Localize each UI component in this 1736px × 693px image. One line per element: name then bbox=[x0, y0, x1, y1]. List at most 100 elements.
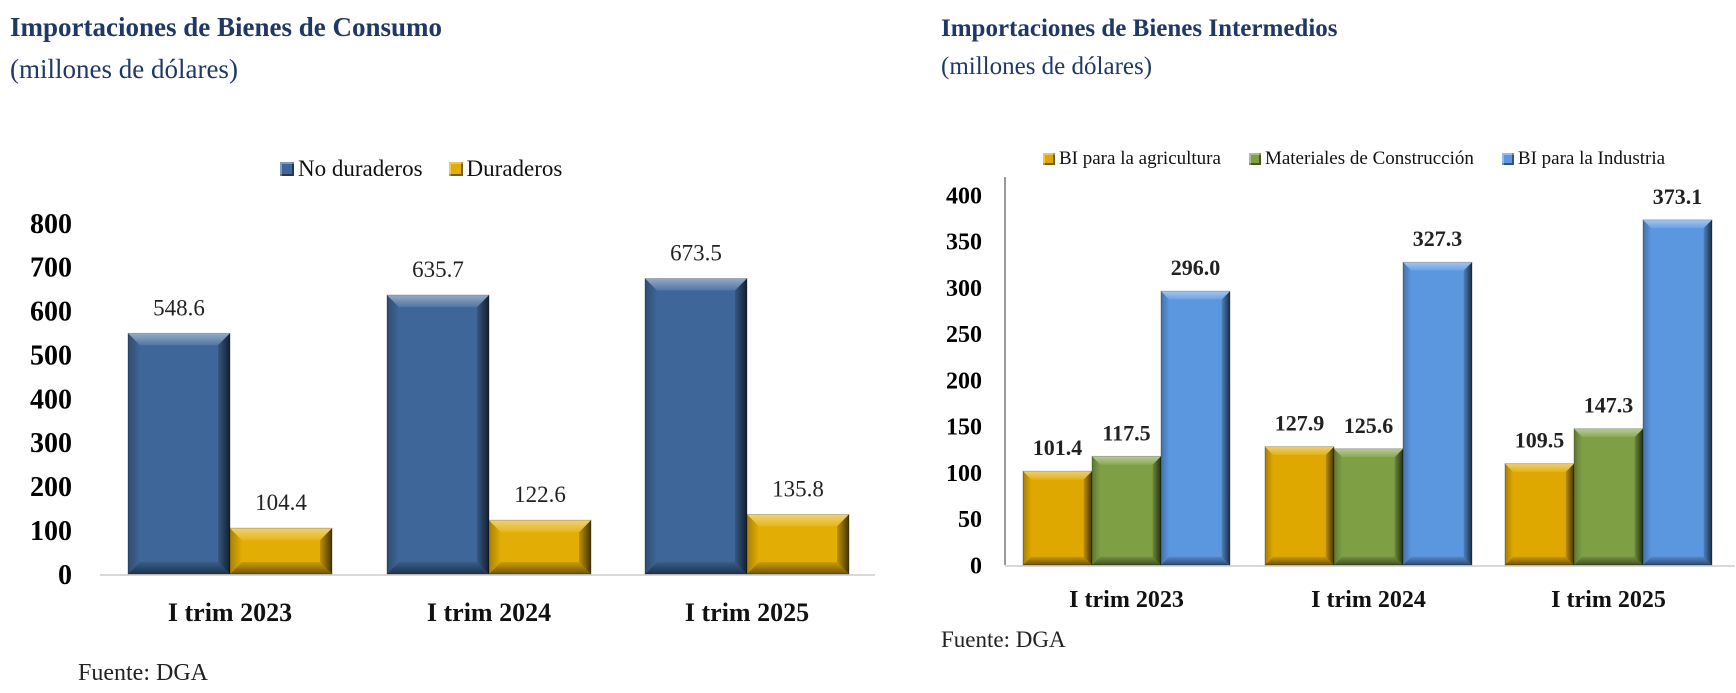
data-label: 122.6 bbox=[514, 482, 566, 507]
x-category-label: I trim 2023 bbox=[168, 598, 292, 627]
bar-bi-para-la-agricultura-i-trim-2025-body bbox=[1504, 463, 1575, 566]
legend-swatch-duraderos bbox=[448, 162, 463, 176]
y-tick-label: 0 bbox=[58, 560, 72, 591]
y-tick-label: 600 bbox=[30, 297, 72, 328]
data-label: 101.4 bbox=[1033, 435, 1083, 460]
bar-duraderos-i-trim-2023-bevel-left bbox=[230, 528, 242, 574]
bar-duraderos-i-trim-2023-bevel-right bbox=[320, 528, 332, 574]
y-tick-label: 700 bbox=[30, 253, 72, 284]
bar-bi-para-la-industria-i-trim-2023-bevel-bottom bbox=[1161, 556, 1230, 565]
bar-materiales-de-construccion-i-trim-2024-bevel-bottom bbox=[1334, 556, 1403, 565]
bar-bi-para-la-agricultura-i-trim-2023-bevel-bottom bbox=[1023, 556, 1092, 565]
left-chart-subtitle: (millones de dólares) bbox=[10, 54, 238, 84]
bar-no-duraderos-i-trim-2023-bevel-left bbox=[128, 333, 140, 574]
left-chart-title: Importaciones de Bienes de Consumo bbox=[10, 12, 443, 42]
bar-no-duraderos-i-trim-2023-body bbox=[127, 332, 231, 575]
bar-materiales-de-construccion-i-trim-2023-bevel-bottom bbox=[1092, 556, 1161, 565]
bar-no-duraderos-i-trim-2024-bevel-top bbox=[387, 295, 489, 308]
legend-item-no-duraderos: No duraderos bbox=[280, 156, 423, 182]
x-category-label: I trim 2024 bbox=[1311, 587, 1426, 613]
bar-no-duraderos-i-trim-2024-bevel-left bbox=[387, 295, 399, 574]
bar-bi-para-la-agricultura-i-trim-2023-bevel-right bbox=[1083, 471, 1092, 565]
bar-no-duraderos-i-trim-2024-body bbox=[386, 294, 490, 575]
bar-bi-para-la-industria-i-trim-2023 bbox=[1160, 290, 1231, 566]
bar-duraderos-i-trim-2024-bevel-top bbox=[489, 520, 591, 533]
data-label: 327.3 bbox=[1413, 226, 1463, 251]
bar-bi-para-la-agricultura-i-trim-2023-bevel-left bbox=[1023, 471, 1032, 565]
y-tick-label: 350 bbox=[946, 230, 982, 256]
bar-bi-para-la-agricultura-i-trim-2024-bevel-bottom bbox=[1265, 556, 1334, 565]
bar-bi-para-la-agricultura-i-trim-2024-bevel-left bbox=[1265, 446, 1274, 565]
legend-item-construccion: Materiales de Construcción bbox=[1248, 148, 1474, 170]
bar-no-duraderos-i-trim-2023 bbox=[127, 332, 231, 575]
y-tick-label: 250 bbox=[946, 322, 982, 348]
bar-materiales-de-construccion-i-trim-2024-body bbox=[1333, 448, 1404, 566]
bar-bi-para-la-industria-i-trim-2023-bevel-top bbox=[1161, 291, 1230, 300]
y-tick-label: 500 bbox=[30, 340, 72, 371]
data-label: 135.8 bbox=[772, 476, 824, 501]
y-tick-label: 800 bbox=[30, 209, 72, 240]
legend-swatch-construccion bbox=[1248, 153, 1261, 165]
bar-materiales-de-construccion-i-trim-2024-bevel-left bbox=[1334, 448, 1343, 565]
x-category-label: I trim 2025 bbox=[1551, 587, 1666, 613]
y-tick-label: 150 bbox=[946, 415, 982, 441]
legend-label: BI para la Industria bbox=[1517, 148, 1666, 169]
bar-materiales-de-construccion-i-trim-2023-bevel-top bbox=[1092, 456, 1161, 465]
y-tick-label: 50 bbox=[958, 507, 982, 533]
bar-bi-para-la-industria-i-trim-2023-bevel-right bbox=[1221, 291, 1230, 565]
bar-bi-para-la-industria-i-trim-2025-bevel-top bbox=[1643, 219, 1712, 229]
bar-bi-para-la-agricultura-i-trim-2024-bevel-right bbox=[1325, 446, 1334, 565]
bar-duraderos-i-trim-2024-bevel-right bbox=[579, 520, 591, 574]
legend-label: BI para la agricultura bbox=[1059, 148, 1221, 169]
bar-bi-para-la-industria-i-trim-2023-body bbox=[1160, 290, 1231, 566]
bar-materiales-de-construccion-i-trim-2025-bevel-right bbox=[1634, 428, 1643, 565]
data-label: 117.5 bbox=[1102, 420, 1150, 445]
data-label: 673.5 bbox=[670, 241, 722, 266]
bar-bi-para-la-agricultura-i-trim-2025 bbox=[1504, 463, 1575, 566]
legend-swatch-no-duraderos bbox=[280, 162, 294, 176]
data-label: 548.6 bbox=[153, 295, 205, 320]
bar-materiales-de-construccion-i-trim-2025-bevel-top bbox=[1574, 428, 1643, 438]
y-tick-label: 300 bbox=[30, 428, 72, 459]
left-chart-source: Fuente: DGA bbox=[78, 660, 208, 686]
bar-no-duraderos-i-trim-2024-bevel-right bbox=[477, 295, 489, 574]
bar-bi-para-la-industria-i-trim-2025-body bbox=[1642, 219, 1713, 566]
bar-bi-para-la-agricultura-i-trim-2025-bevel-bottom bbox=[1505, 556, 1574, 565]
data-label: 127.9 bbox=[1275, 411, 1325, 436]
bar-bi-para-la-industria-i-trim-2025-bevel-right bbox=[1703, 219, 1712, 565]
y-tick-label: 0 bbox=[970, 553, 982, 579]
bar-materiales-de-construccion-i-trim-2025 bbox=[1573, 428, 1644, 566]
bar-bi-para-la-industria-i-trim-2024-body bbox=[1402, 261, 1473, 566]
bar-no-duraderos-i-trim-2023-bevel-bottom bbox=[128, 562, 230, 574]
bar-bi-para-la-industria-i-trim-2024-bevel-top bbox=[1403, 262, 1472, 271]
bar-bi-para-la-agricultura-i-trim-2024 bbox=[1264, 446, 1335, 566]
legend-item-duraderos: Duraderos bbox=[448, 156, 562, 182]
bar-duraderos-i-trim-2025-bevel-bottom bbox=[747, 562, 849, 574]
bar-duraderos-i-trim-2023 bbox=[229, 527, 333, 575]
legend-label: Materiales de Construcción bbox=[1264, 148, 1474, 169]
bar-duraderos-i-trim-2024 bbox=[488, 519, 592, 575]
legend-item-industria: BI para la Industria bbox=[1501, 148, 1666, 170]
bar-bi-para-la-industria-i-trim-2024-bevel-right bbox=[1463, 262, 1472, 565]
bar-no-duraderos-i-trim-2024-bevel-bottom bbox=[387, 562, 489, 574]
y-tick-label: 100 bbox=[30, 516, 72, 547]
bar-duraderos-i-trim-2025-bevel-top bbox=[747, 514, 849, 527]
bar-materiales-de-construccion-i-trim-2024-bevel-right bbox=[1394, 448, 1403, 565]
bar-no-duraderos-i-trim-2025-body bbox=[644, 278, 748, 575]
y-tick-label: 200 bbox=[946, 368, 982, 394]
bar-materiales-de-construccion-i-trim-2023-bevel-right bbox=[1152, 456, 1161, 565]
bar-duraderos-i-trim-2025-bevel-left bbox=[747, 514, 759, 574]
bar-duraderos-i-trim-2024-bevel-bottom bbox=[489, 562, 591, 574]
left-chart-legend: No duraderos Duraderos bbox=[280, 156, 562, 182]
bar-duraderos-i-trim-2023-bevel-top bbox=[230, 528, 332, 541]
right-chart-source: Fuente: DGA bbox=[941, 627, 1066, 652]
bar-no-duraderos-i-trim-2025-bevel-bottom bbox=[645, 562, 747, 574]
bar-duraderos-i-trim-2025-bevel-right bbox=[837, 514, 849, 574]
y-tick-label: 400 bbox=[946, 183, 982, 209]
left-chart: 0 100 200 300 400 500 600 700 800 548.6 104.4 I tri… bbox=[30, 209, 875, 627]
legend-label: No duraderos bbox=[298, 156, 423, 181]
right-chart: 0 50 100 150 200 250 300 350 400 101.4 117.5 296.0 I… bbox=[946, 177, 1735, 613]
data-label: 109.5 bbox=[1515, 428, 1565, 453]
bar-no-duraderos-i-trim-2025 bbox=[644, 278, 748, 575]
